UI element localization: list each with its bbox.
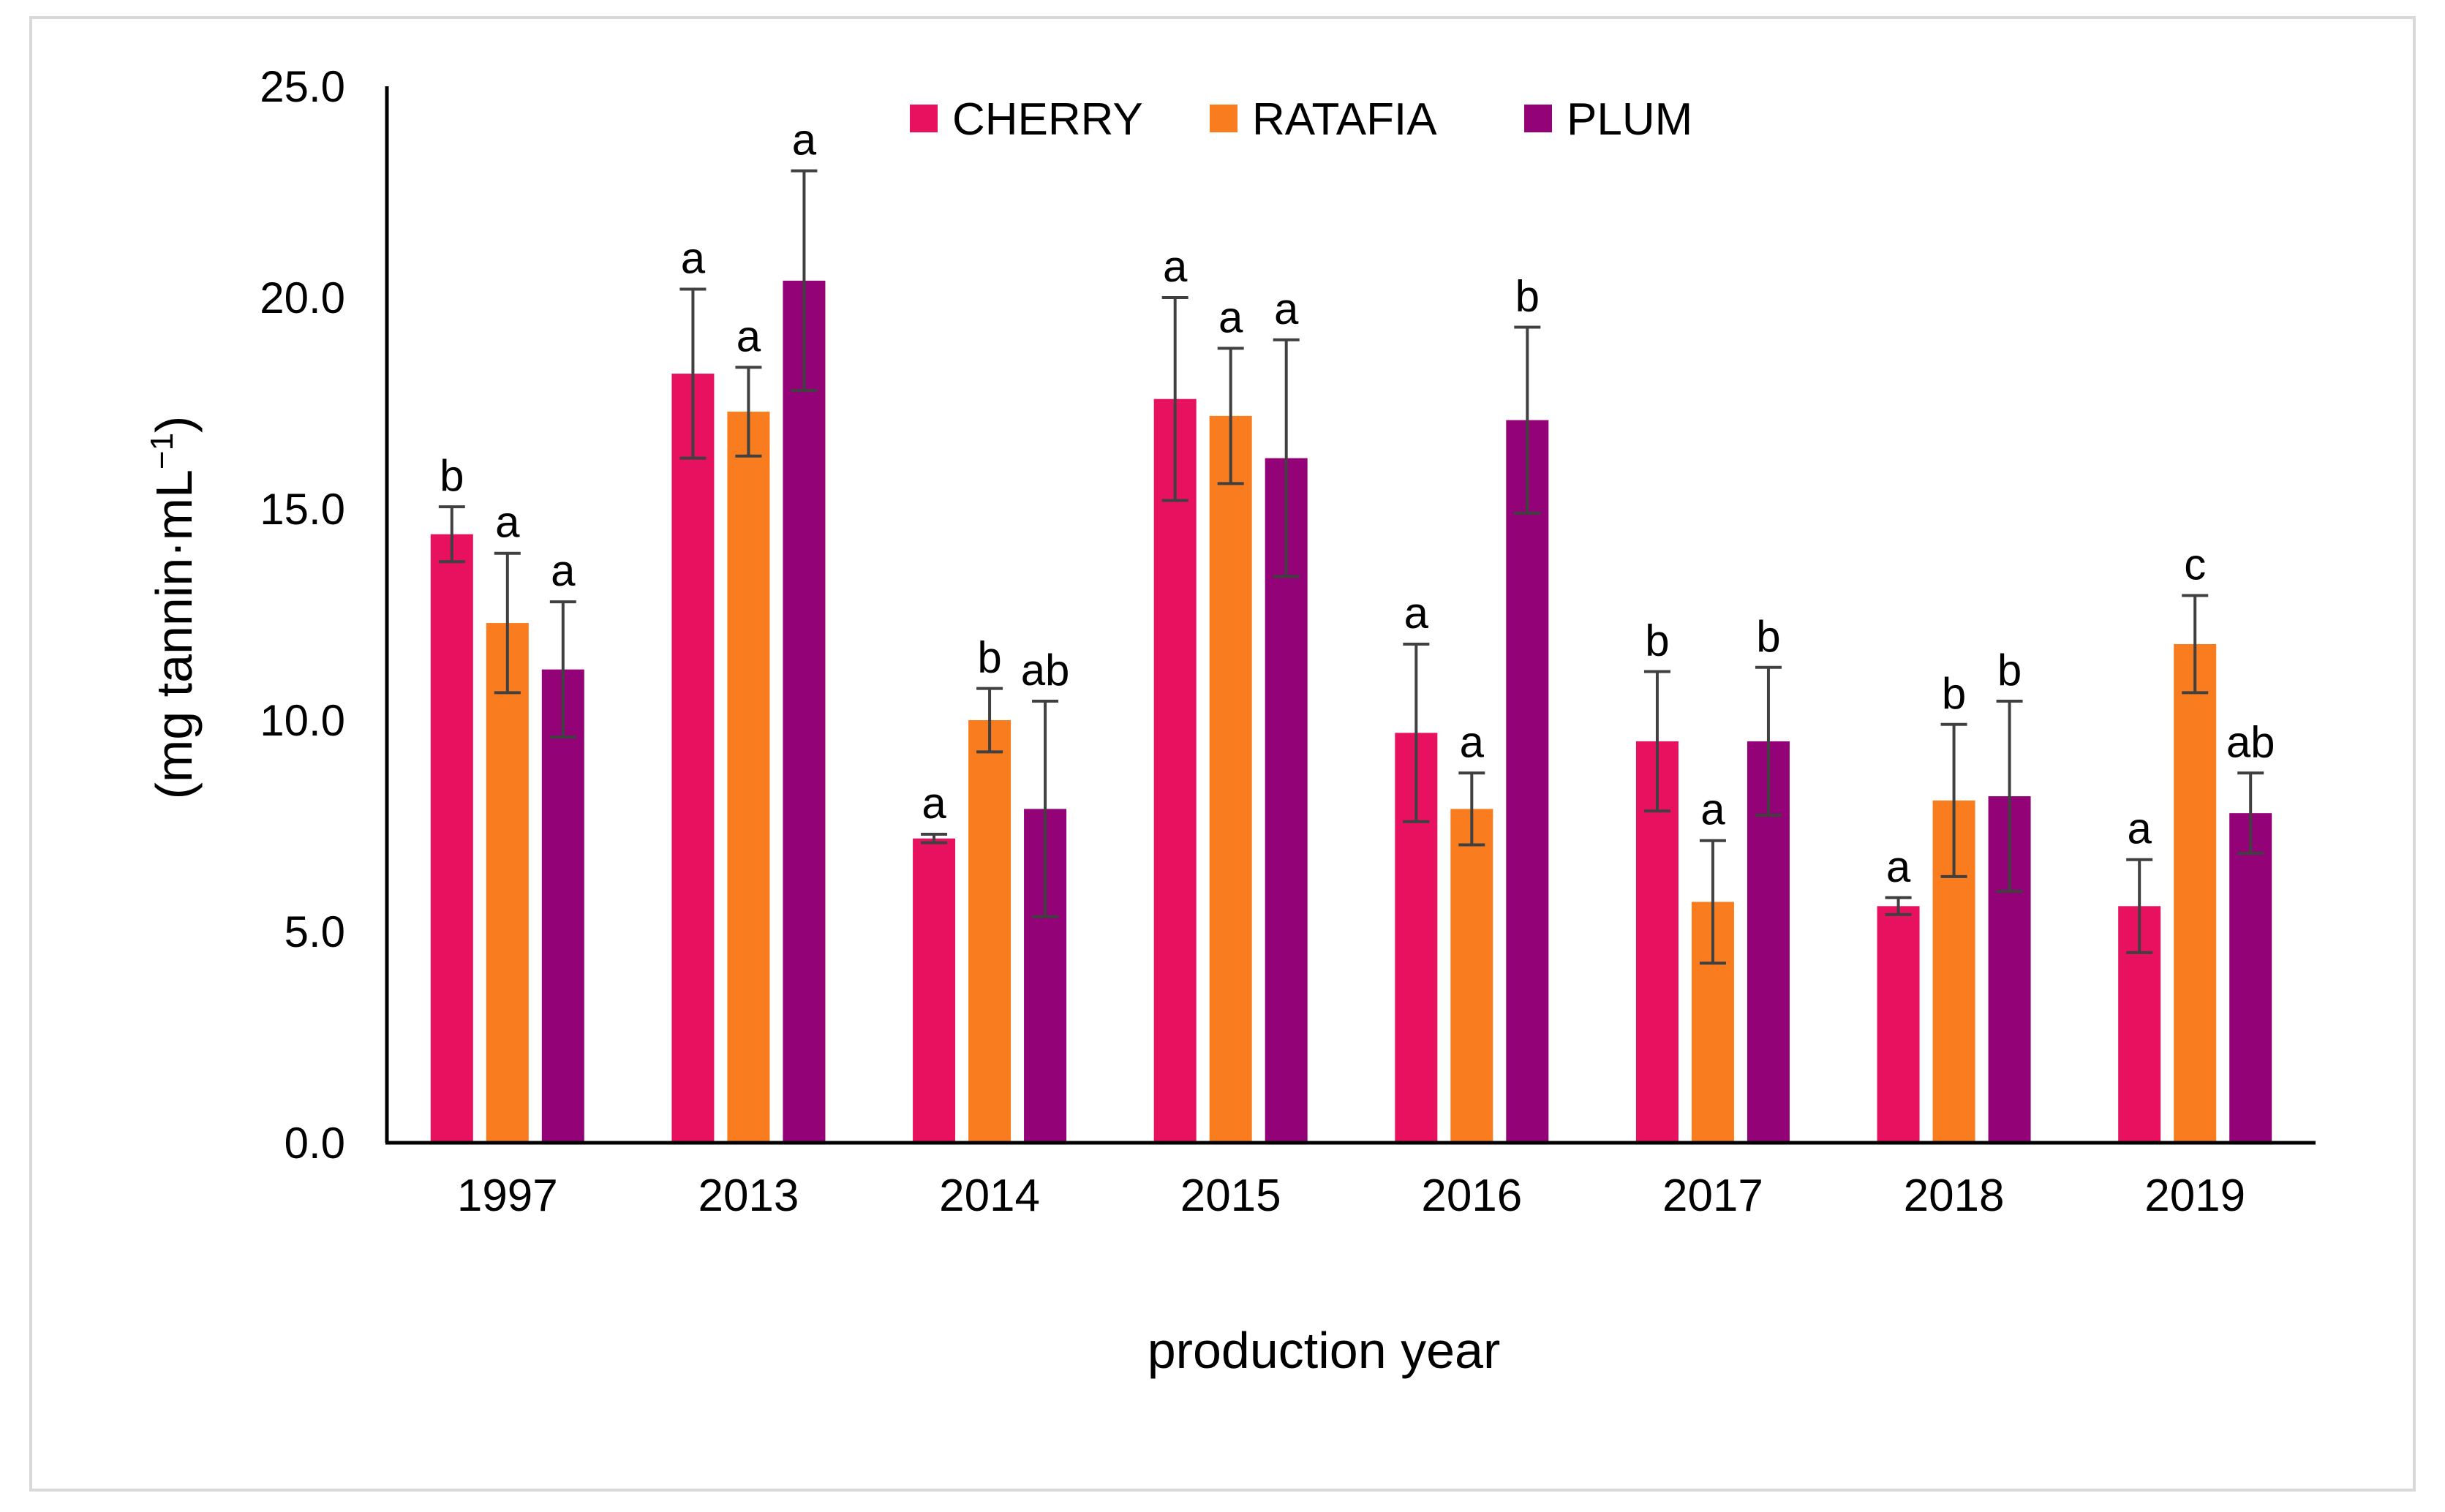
significance-label: c [2184, 540, 2206, 589]
y-axis-title-sup: −1 [144, 433, 180, 469]
significance-label: b [1756, 612, 1780, 661]
significance-label: a [1886, 842, 1911, 891]
significance-label: a [551, 546, 576, 595]
significance-label: a [2128, 804, 2152, 853]
bar [2174, 643, 2217, 1143]
significance-label: a [1700, 785, 1725, 834]
bar [783, 280, 826, 1143]
significance-label: b [440, 451, 464, 500]
bar [541, 669, 584, 1143]
y-tick-label: 20.0 [260, 273, 345, 322]
bar [1506, 420, 1549, 1143]
bar [2229, 813, 2272, 1143]
significance-label: b [977, 633, 1001, 682]
bar [430, 534, 473, 1143]
significance-label: a [1274, 284, 1299, 333]
legend: CHERRY RATAFIA PLUM [910, 94, 1692, 145]
bar [1877, 906, 1920, 1143]
significance-label: a [681, 233, 706, 282]
bar [486, 623, 529, 1143]
significance-label: b [1645, 616, 1669, 665]
x-tick-label: 2015 [1180, 1171, 1281, 1221]
bar [727, 412, 770, 1143]
legend-label: CHERRY [952, 94, 1143, 145]
significance-label: a [922, 779, 946, 828]
bar [1209, 415, 1252, 1143]
legend-label: RATAFIA [1252, 94, 1437, 145]
significance-label: a [1218, 292, 1243, 341]
significance-label: a [495, 498, 520, 547]
significance-label: a [1404, 589, 1429, 638]
significance-label: a [1460, 717, 1485, 766]
y-axis-title-close: ) [146, 416, 203, 433]
bar-chart: 0.05.010.015.020.025.01997baa2013aaa2014… [144, 62, 2316, 1379]
x-tick-label: 2019 [2144, 1171, 2245, 1221]
bar [968, 720, 1011, 1143]
significance-label: ab [2226, 717, 2275, 766]
chart-frame: 0.0 5.0 10.0 15.0 20.0 25.0 1997 b a a 2013 a a a 2014… [29, 16, 2416, 1492]
legend-swatch [1210, 105, 1237, 132]
plot-area: 0.05.010.015.020.025.01997baa2013aaa2014… [260, 62, 2275, 1221]
x-tick-label: 2016 [1421, 1171, 1522, 1221]
significance-label: b [1997, 646, 2022, 695]
significance-label: ab [1021, 646, 1070, 695]
x-tick-label: 2017 [1662, 1171, 1763, 1221]
x-tick-label: 2014 [939, 1171, 1040, 1221]
legend-label: PLUM [1567, 94, 1692, 145]
bar [1450, 809, 1493, 1143]
y-axis-title-main: (mg tannin·mL [146, 469, 203, 799]
bar [671, 374, 715, 1143]
bar [913, 838, 956, 1143]
y-tick-label: 10.0 [260, 696, 345, 745]
y-tick-label: 5.0 [285, 907, 345, 956]
y-tick-label: 0.0 [285, 1119, 345, 1168]
x-tick-label: 2013 [698, 1171, 799, 1221]
significance-label: b [1515, 271, 1540, 320]
significance-label: a [1163, 242, 1188, 291]
significance-label: a [792, 116, 817, 165]
significance-label: b [1942, 669, 1966, 718]
x-axis-title: production year [1148, 1322, 1501, 1379]
y-tick-label: 15.0 [260, 485, 345, 534]
axes [385, 86, 2316, 1145]
legend-swatch [910, 105, 938, 132]
y-tick-label: 25.0 [260, 62, 345, 111]
legend-swatch [1524, 105, 1552, 132]
x-tick-label: 2018 [1904, 1171, 2005, 1221]
x-tick-label: 1997 [457, 1171, 558, 1221]
bar [1153, 398, 1197, 1143]
significance-label: a [736, 311, 761, 360]
y-axis-title: (mg tannin·mL−1) [144, 416, 203, 800]
